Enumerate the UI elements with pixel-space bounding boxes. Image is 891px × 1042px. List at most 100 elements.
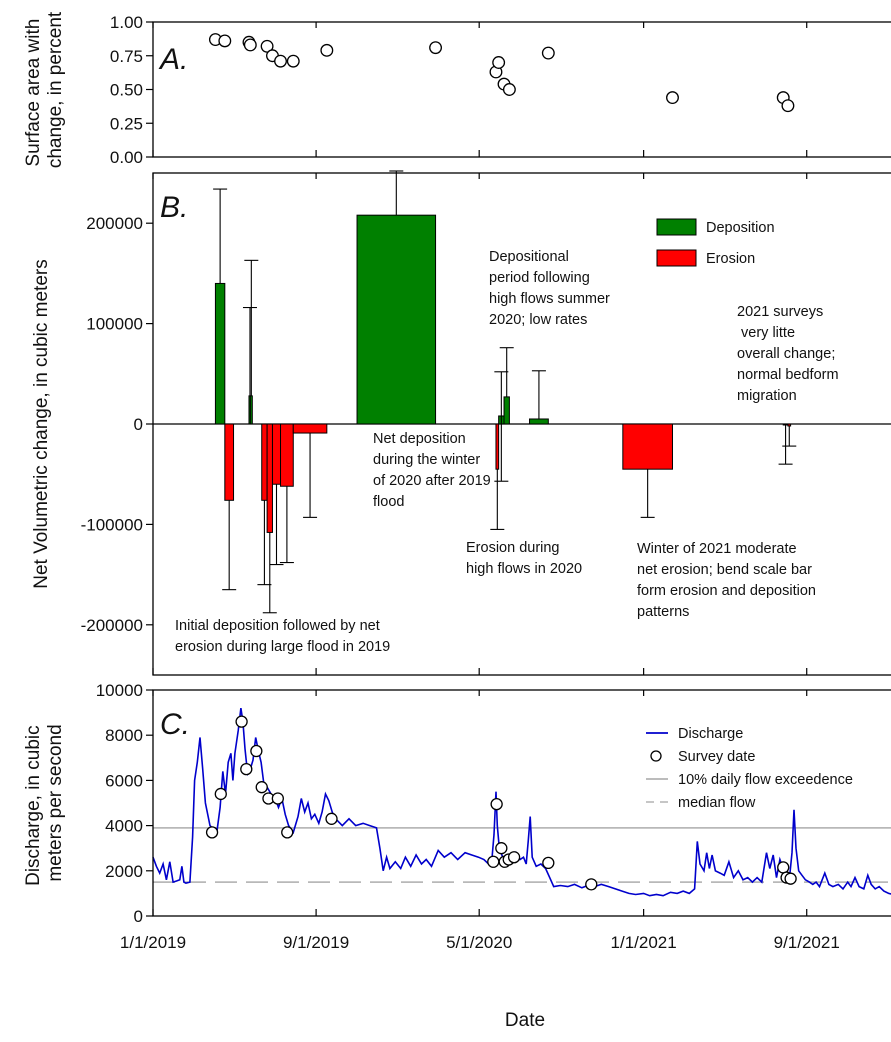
panel-c-frame	[152, 689, 891, 917]
panel-c-y-tick-label-3: 6000	[105, 771, 143, 790]
annotation-surveys2021-line-2: overall change;	[737, 346, 835, 362]
panel-c-y-axis-title-line-2: meters per second	[45, 724, 66, 881]
panel-b-bar-11	[495, 423, 500, 470]
x-tick-label-3: 1/1/2021	[611, 933, 677, 952]
panel-b: -200000 -100000 0 100000 200000 B. Net Volum…	[31, 170, 891, 676]
survey-date-point-16	[542, 856, 555, 870]
panel-c-y-axis-title-line-1: Discharge, in cubic	[23, 725, 44, 886]
panel-b-bar-15	[622, 423, 673, 470]
annotation-erosion2020-line-1: high flows in 2020	[466, 561, 582, 577]
survey-date-point-0	[205, 826, 219, 839]
annotation-winter2021-line-1: net erosion; bend scale bar	[637, 562, 812, 578]
panel-a-letter: A.	[158, 43, 188, 76]
annotation-net-dep-line-2: of 2020 after 2019	[373, 473, 491, 489]
panel-a-y-axis-title-line-2: change, in percent	[45, 11, 66, 168]
panel-a-y-tick-label-1: 0.25	[110, 114, 143, 133]
panel-a-point-9	[429, 41, 443, 55]
panel-b-y-axis-title: Net Volumetric change, in cubic meters	[31, 259, 52, 589]
survey-date-point-9	[325, 812, 338, 825]
panel-a-frame	[152, 21, 891, 158]
panel-c-letter: C.	[160, 708, 190, 741]
panel-a-point-1	[218, 34, 232, 48]
panel-a-point-17	[781, 99, 795, 113]
panel-a-y-tick-label-2: 0.50	[110, 81, 143, 100]
annotation-surveys2021-line-4: migration	[737, 388, 797, 404]
panel-c-legend-1-label: Survey date	[678, 749, 755, 765]
panel-b-bar-1	[224, 423, 235, 501]
survey-date-point-20	[784, 872, 797, 885]
panel-b-y-tick-label-4: 200000	[86, 214, 143, 233]
annotation-net-dep-line-0: Net deposition	[373, 431, 466, 447]
panel-a-point-7	[286, 54, 300, 68]
panel-a: 0.00 0.25 0.50 0.75 1.00 A. Surface area wit…	[23, 11, 891, 168]
survey-date-point-10	[487, 855, 500, 868]
survey-date-point-3	[240, 762, 253, 776]
annotation-winter2021-line-3: patterns	[637, 604, 689, 620]
panel-a-point-15	[666, 91, 679, 105]
survey-date-point-1	[214, 787, 227, 801]
panel-b-bar-3	[249, 395, 253, 425]
panel-b-bar-17	[787, 423, 792, 427]
panel-a-y-axis-title: Surface area with change, in percent	[23, 11, 66, 168]
panel-a-point-13	[502, 83, 516, 96]
panel-b-bar-8	[280, 423, 294, 487]
panel-b-legend-swatch-deposition	[656, 218, 697, 236]
panel-a-point-3	[243, 38, 257, 52]
annotation-depositional-line-3: 2020; low rates	[489, 312, 587, 328]
panel-b-letter: B.	[160, 191, 188, 224]
panel-b-bar-14	[529, 418, 549, 425]
survey-date-point-12	[495, 842, 508, 855]
panel-c-y-tick-label-4: 8000	[105, 726, 143, 745]
panel-b-y-tick-label-3: 100000	[86, 315, 143, 334]
panel-c-legend-1-marker	[650, 750, 662, 762]
panel-c-legend-2-label: 10% daily flow exceedence	[678, 772, 853, 788]
x-axis-title: Date	[505, 1010, 545, 1031]
panel-c-y-tick-label-5: 10000	[96, 681, 143, 700]
panel-b-legend-swatch-erosion	[656, 249, 697, 267]
survey-date-point-5	[255, 781, 268, 794]
survey-date-point-8	[281, 826, 294, 839]
annotation-depositional-line-0: Depositional	[489, 249, 569, 265]
annotation-initial-line-0: Initial deposition followed by net	[175, 618, 380, 634]
panel-c-legend-3-label: median flow	[678, 795, 756, 811]
panel-a-y-tick-label-3: 0.75	[110, 47, 143, 66]
annotation-initial: Initial deposition followed by net erosio…	[175, 618, 390, 655]
panel-b-legend-label-deposition: Deposition	[706, 220, 775, 236]
panel-b-bar-5	[261, 423, 268, 501]
panel-b-legend-label-erosion: Erosion	[706, 251, 755, 267]
panel-c-y-tick-label-1: 2000	[105, 862, 143, 881]
survey-date-point-18	[777, 861, 790, 874]
panel-b-y-tick-label-2: 0	[134, 415, 143, 434]
panel-a-point-14	[541, 46, 555, 60]
annotation-depositional-line-2: high flows summer	[489, 291, 610, 307]
annotation-initial-line-1: erosion during large flood in 2019	[175, 639, 390, 655]
panel-a-point-8	[320, 43, 334, 57]
panel-b-bar-9	[292, 423, 328, 434]
x-tick-label-4: 9/1/2021	[774, 933, 840, 952]
panel-b-bar-7	[271, 423, 282, 485]
x-tick-label-0: 1/1/2019	[120, 933, 186, 952]
panel-c: 0 2000 4000 6000 8000 10000 C. Discharge, in …	[23, 681, 891, 952]
panel-b-bar-13	[503, 396, 510, 425]
panel-a-y-tick-label-0: 0.00	[110, 148, 143, 167]
panel-a-point-6	[274, 54, 287, 68]
annotation-surveys2021-line-0: 2021 surveys	[737, 304, 823, 320]
survey-date-point-15	[507, 851, 521, 864]
panel-b-y-tick-label-0: -200000	[81, 616, 143, 635]
annotation-erosion2020-line-0: Erosion during	[466, 540, 560, 556]
panel-b-bar-6	[266, 423, 273, 533]
panel-b-bar-0	[214, 282, 226, 425]
annotation-surveys2021: 2021 surveys very litte overall change; no…	[737, 304, 839, 404]
annotation-surveys2021-line-1: very litte	[737, 325, 795, 341]
annotation-net-dep-line-3: flood	[373, 494, 404, 510]
panel-c-y-axis-title: Discharge, in cubic meters per second	[23, 720, 66, 886]
survey-date-point-2	[235, 715, 248, 728]
annotation-depositional-line-1: period following	[489, 270, 590, 286]
panel-a-point-11	[492, 56, 506, 69]
annotation-net-dep: Net deposition during the winter of 2020 a…	[373, 431, 491, 510]
panel-b-frame	[152, 172, 891, 676]
panel-a-y-tick-label-4: 1.00	[110, 13, 143, 32]
panel-c-y-tick-label-0: 0	[134, 907, 143, 926]
annotation-winter2021-line-2: form erosion and deposition	[637, 583, 816, 599]
